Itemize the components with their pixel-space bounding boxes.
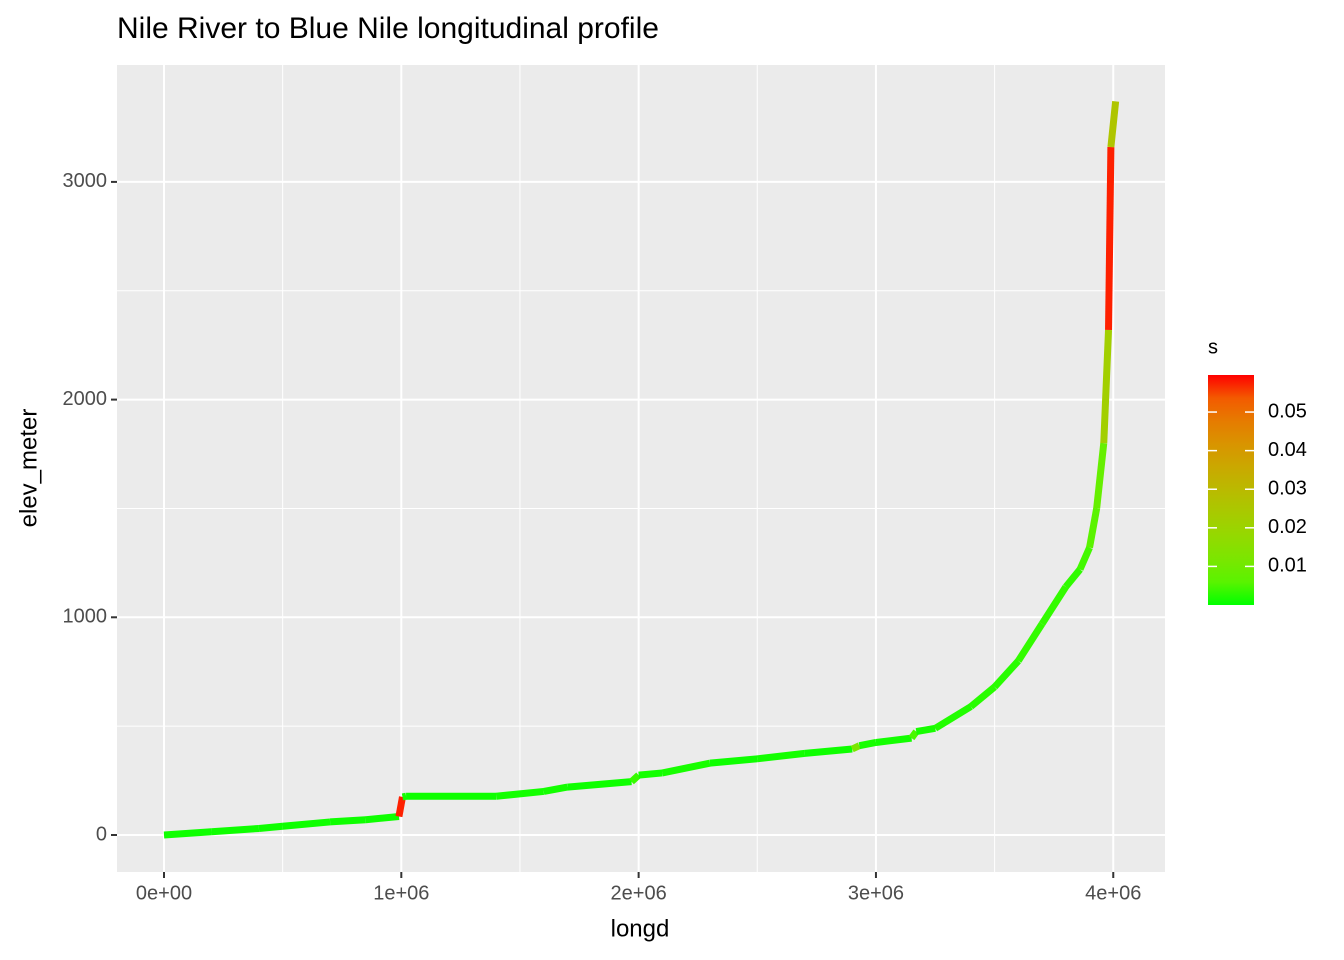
profile-segment xyxy=(850,742,861,753)
profile-segment xyxy=(1100,329,1113,444)
colorbar-tick-label: 0.03 xyxy=(1268,478,1307,500)
y-tick-label: 0 xyxy=(96,823,107,845)
profile-segment xyxy=(567,778,632,791)
profile-segment xyxy=(629,772,641,785)
profile-segment xyxy=(1107,100,1120,148)
profile-segment xyxy=(908,729,920,741)
x-tick-label: 2e+06 xyxy=(611,882,667,904)
profile-segment xyxy=(1105,147,1115,330)
x-axis-label: longd xyxy=(611,915,670,942)
colorbar-tick-label: 0.04 xyxy=(1268,439,1307,461)
profile-segment xyxy=(329,816,366,826)
colorbar-tick-label: 0.02 xyxy=(1268,516,1307,538)
profile-segment xyxy=(543,783,569,795)
profile-segment xyxy=(915,724,936,736)
profile-segment xyxy=(875,734,912,746)
profile-segment xyxy=(1086,507,1101,549)
profile-segment xyxy=(282,818,331,830)
x-tick-label: 4e+06 xyxy=(1085,882,1141,904)
profile-segment xyxy=(992,658,1021,690)
chart-title: Nile River to Blue Nile longitudinal pro… xyxy=(117,12,659,45)
y-tick-label: 3000 xyxy=(63,170,108,192)
profile-segment xyxy=(495,787,545,800)
profile-segment xyxy=(163,828,212,839)
profile-segment xyxy=(1063,567,1083,590)
x-tick-label: 3e+06 xyxy=(848,882,904,904)
profile-segment xyxy=(211,824,260,836)
panel xyxy=(117,65,1165,872)
profile-segment xyxy=(968,684,997,710)
profile-segment xyxy=(858,739,877,750)
colorbar-tick-label: 0.05 xyxy=(1268,400,1307,422)
profile-segment xyxy=(638,769,663,779)
profile-segment xyxy=(365,813,400,824)
y-axis-label: elev_meter xyxy=(15,409,42,528)
profile-segment xyxy=(804,745,853,757)
profile-segment xyxy=(661,759,711,777)
profile-segment xyxy=(401,792,407,801)
profile-segment xyxy=(933,703,973,732)
profile-segment xyxy=(1039,584,1069,626)
x-tick-label: 0e+00 xyxy=(136,882,192,904)
colorbar-tick-label: 0.01 xyxy=(1268,555,1307,577)
profile-segment xyxy=(1093,442,1108,509)
y-tick-label: 2000 xyxy=(63,388,108,410)
profile-segment xyxy=(1076,546,1093,571)
legend-title: s xyxy=(1208,336,1218,358)
profile-segment xyxy=(395,796,406,818)
y-tick-label: 1000 xyxy=(63,606,108,628)
x-tick-label: 1e+06 xyxy=(373,882,429,904)
colorbar xyxy=(1208,375,1254,605)
profile-segment xyxy=(756,749,806,763)
profile-segment xyxy=(1015,621,1046,663)
profile-segment xyxy=(258,822,283,832)
profile-segment xyxy=(709,755,758,767)
